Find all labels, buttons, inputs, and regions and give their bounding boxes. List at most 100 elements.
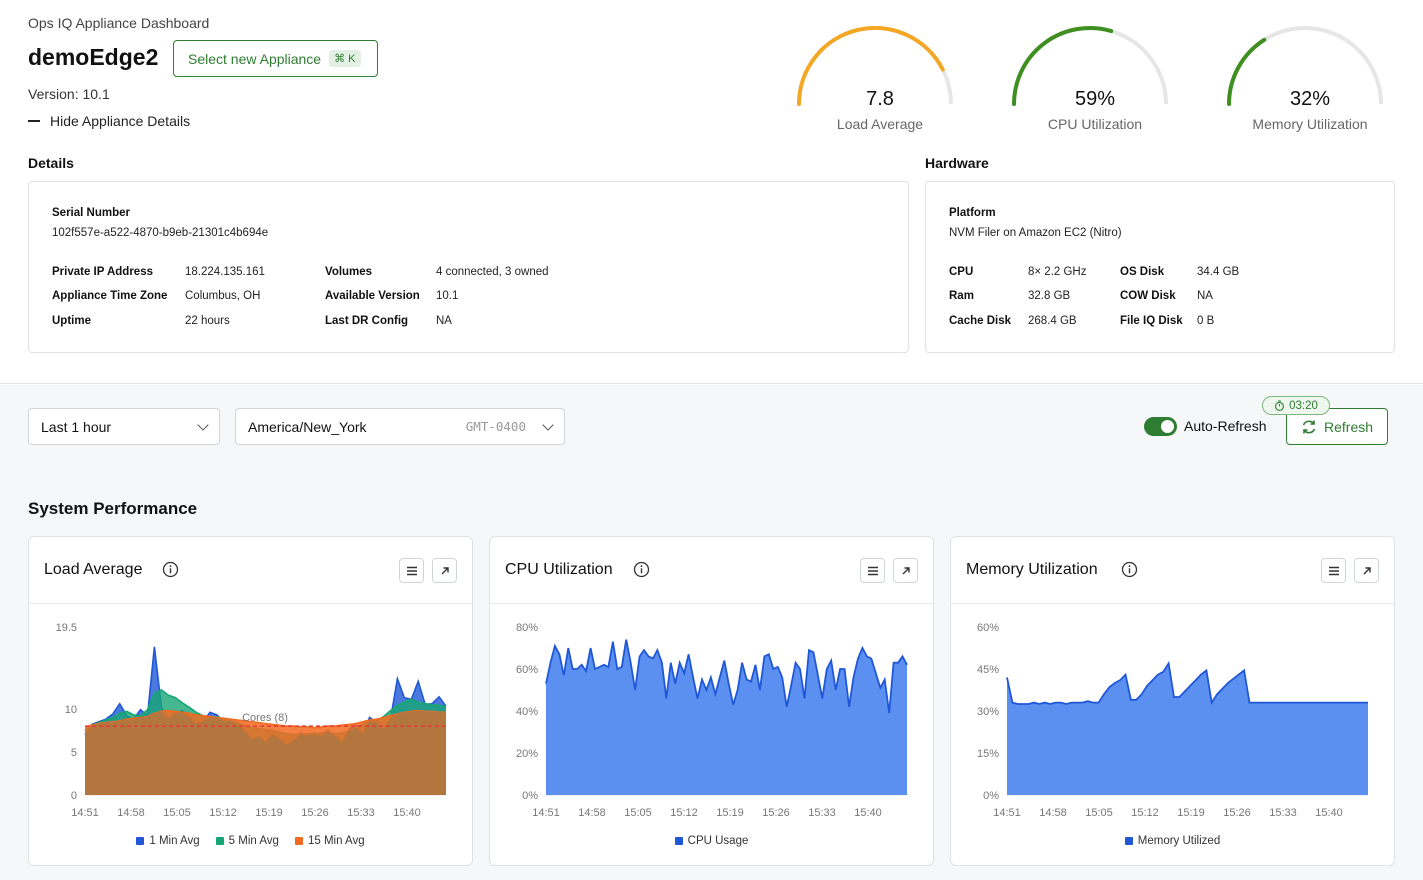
select-appliance-button[interactable]: Select new Appliance ⌘ K [173,40,378,77]
appliance-header-section: Ops IQ Appliance Dashboard demoEdge2 Sel… [0,0,1423,384]
chart-legend: CPU Usage [490,835,933,847]
detail-value: Columbus, OH [185,290,261,302]
timezone-value: America/New_York [248,418,367,435]
chart-expand-button[interactable] [893,558,918,583]
y-tick-label: 40% [516,706,538,718]
legend-swatch [294,837,303,845]
y-tick-label: 60% [516,664,538,676]
refresh-icon [1302,420,1316,433]
x-tick-label: 15:12 [1131,807,1159,819]
detail-value: 18.224.135.161 [185,266,265,278]
x-tick-label: 14:51 [993,807,1021,819]
legend-label: 15 Min Avg [307,835,365,847]
x-tick-label: 14:51 [532,807,560,819]
hardware-heading: Hardware [925,155,989,171]
x-tick-label: 15:40 [854,807,882,819]
select-appliance-label: Select new Appliance [188,50,322,67]
hide-details-label: Hide Appliance Details [50,113,191,129]
chart-menu-button[interactable] [1321,558,1346,583]
legend-item[interactable]: 5 Min Avg [215,835,279,847]
y-tick-label: 0 [71,790,77,802]
legend-item[interactable]: CPU Usage [674,835,748,847]
appliance-name: demoEdge2 [28,44,159,70]
legend-item[interactable]: 1 Min Avg [136,835,200,847]
y-tick-label: 0% [983,790,999,802]
chart-expand-button[interactable] [1354,558,1379,583]
platform-label: Platform [949,207,996,219]
refresh-button[interactable]: Refresh [1286,408,1388,445]
hardware-label: COW Disk [1120,290,1176,302]
x-tick-label: 15:33 [347,807,375,819]
info-icon[interactable] [1121,561,1138,578]
hardware-label: Ram [949,290,974,302]
chart-legend: Memory Utilized [951,835,1394,847]
x-tick-label: 15:19 [1177,807,1205,819]
hardware-label: Cache Disk [949,315,1012,327]
info-icon[interactable] [162,561,179,578]
y-tick-label: 10 [65,704,77,716]
serial-label: Serial Number [52,207,130,219]
refresh-countdown-badge: 03:20 [1262,396,1330,415]
hardware-label: OS Disk [1120,266,1165,278]
gauge-label: Load Average [836,116,924,132]
legend-swatch [215,837,224,845]
memory-utilization-plot: 0% 15% 30% 45% 60% 14:51 14:58 15:05 15:12 15:19 1… [977,622,1368,819]
timezone-offset: GMT-0400 [465,419,526,434]
memory-utilization-chart-card: Memory Utilization 0% 15% 30% 45% 60% 14:51 14… [950,536,1395,866]
detail-value: NA [436,315,452,327]
countdown-value: 03:20 [1289,399,1318,412]
x-tick-label: 15:12 [209,807,237,819]
expand-arrow-icon [1363,567,1371,575]
detail-value: 4 connected, 3 owned [436,266,549,278]
details-card: Serial Number 102f557e-a522-4870-b9eb-21… [28,181,909,353]
menu-icon [1329,566,1339,576]
detail-label: Volumes [325,266,373,278]
y-tick-label: 0% [522,790,538,802]
x-tick-label: 14:58 [117,807,145,819]
app-title: Ops IQ Appliance Dashboard [28,15,210,31]
info-icon[interactable] [633,561,650,578]
legend-swatch [136,837,145,845]
details-heading: Details [28,155,74,171]
hardware-label: File IQ Disk [1120,315,1183,327]
hardware-value: 34.4 GB [1197,266,1240,278]
version-text: Version: 10.1 [28,86,110,102]
y-tick-label: 80% [516,622,538,634]
menu-icon [868,566,878,576]
chart-legend: 1 Min Avg 5 Min Avg 15 Min Avg [29,835,472,847]
chart-expand-button[interactable] [432,558,457,583]
chart-menu-button[interactable] [399,558,424,583]
y-tick-label: 45% [977,664,999,676]
hardware-value: 0 B [1197,315,1215,327]
chart-menu-button[interactable] [860,558,885,583]
y-tick-label: 5 [71,747,77,759]
time-range-select[interactable]: Last 1 hour [28,408,220,445]
expand-arrow-icon [902,567,910,575]
legend-item[interactable]: 15 Min Avg [294,835,365,847]
hardware-value: NA [1197,290,1213,302]
y-tick-label: 60% [977,622,999,634]
detail-label: Private IP Address [52,266,153,278]
legend-label: 5 Min Avg [228,835,279,847]
chart-title: Load Average [44,561,143,578]
auto-refresh-toggle[interactable] [1144,417,1177,436]
legend-item[interactable]: Memory Utilized [1124,835,1220,847]
x-tick-label: 14:58 [1039,807,1067,819]
cpu-utilization-chart-card: CPU Utilization 0% 20% 40% 60% 80% 14:51 14:58… [489,536,934,866]
legend-swatch [1124,837,1133,845]
cpu-utilization-gauge: 59% CPU Utilization [1010,22,1180,137]
x-tick-label: 14:58 [578,807,606,819]
y-tick-label: 30% [977,706,999,718]
time-range-value: Last 1 hour [41,418,112,435]
memory-utilization-gauge: 32% Memory Utilization [1225,22,1395,137]
serial-value: 102f557e-a522-4870-b9eb-21301c4b694e [52,227,269,239]
x-tick-label: 15:05 [624,807,652,819]
detail-value: 22 hours [185,315,230,327]
system-performance-heading: System Performance [28,499,198,518]
gauge-value: 7.8 [866,88,894,110]
hide-details-toggle[interactable]: Hide Appliance Details [28,113,190,129]
timezone-select[interactable]: America/New_York GMT-0400 [235,408,565,445]
chart-header: Load Average [29,537,472,604]
y-tick-label: 19.5 [56,622,77,634]
hardware-value: 268.4 GB [1028,315,1077,327]
